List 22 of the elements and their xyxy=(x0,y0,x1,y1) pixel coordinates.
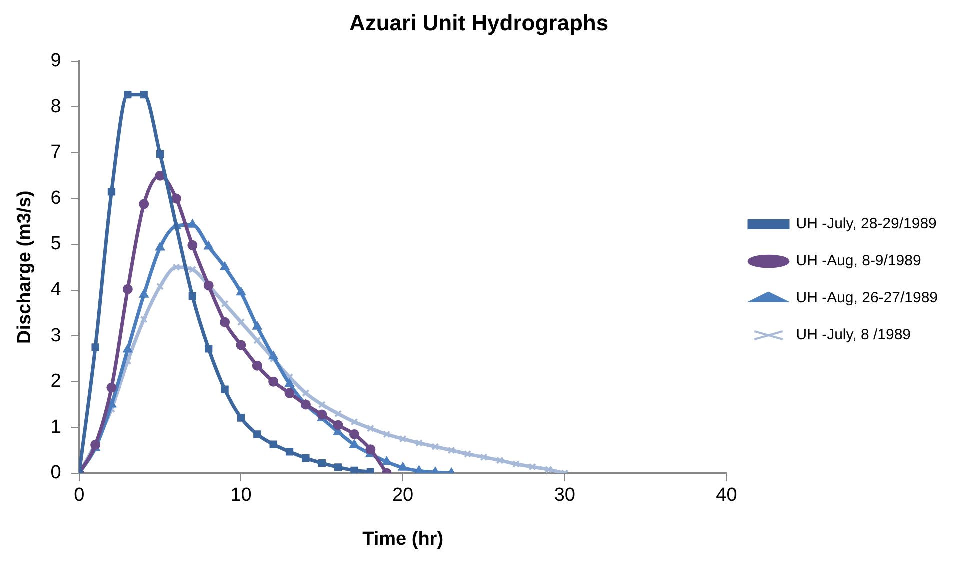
legend-label: UH -July, 8 /1989 xyxy=(796,326,912,344)
y-tick-label: 3 xyxy=(50,325,62,346)
y-tick-label: 5 xyxy=(50,234,62,255)
y-tick-label: 7 xyxy=(50,142,62,164)
x-axis-title: Time (hr) xyxy=(362,528,444,550)
legend-label: UH -Aug, 26-27/1989 xyxy=(796,290,938,307)
y-tick-label: 0 xyxy=(50,462,62,484)
chart-title: Azuari Unit Hydrographs xyxy=(349,10,609,36)
x-tick-label: 10 xyxy=(230,485,252,506)
x-tick-label: 40 xyxy=(716,485,738,506)
x-tick-label: 30 xyxy=(554,485,576,506)
y-tick-label: 2 xyxy=(50,371,62,392)
y-tick-label: 4 xyxy=(50,280,62,301)
y-tick-label: 1 xyxy=(50,416,62,438)
legend-label: UH -Aug, 8-9/1989 xyxy=(796,252,922,270)
legend-label: UH -July, 28-29/1989 xyxy=(796,216,937,233)
x-tick-label: 20 xyxy=(392,485,414,506)
x-tick-label: 0 xyxy=(74,485,85,506)
y-tick-label: 8 xyxy=(50,96,62,118)
y-tick-label: 9 xyxy=(50,50,62,72)
y-axis-title: Discharge (m3/s) xyxy=(14,190,36,344)
y-tick-label: 6 xyxy=(50,188,62,209)
